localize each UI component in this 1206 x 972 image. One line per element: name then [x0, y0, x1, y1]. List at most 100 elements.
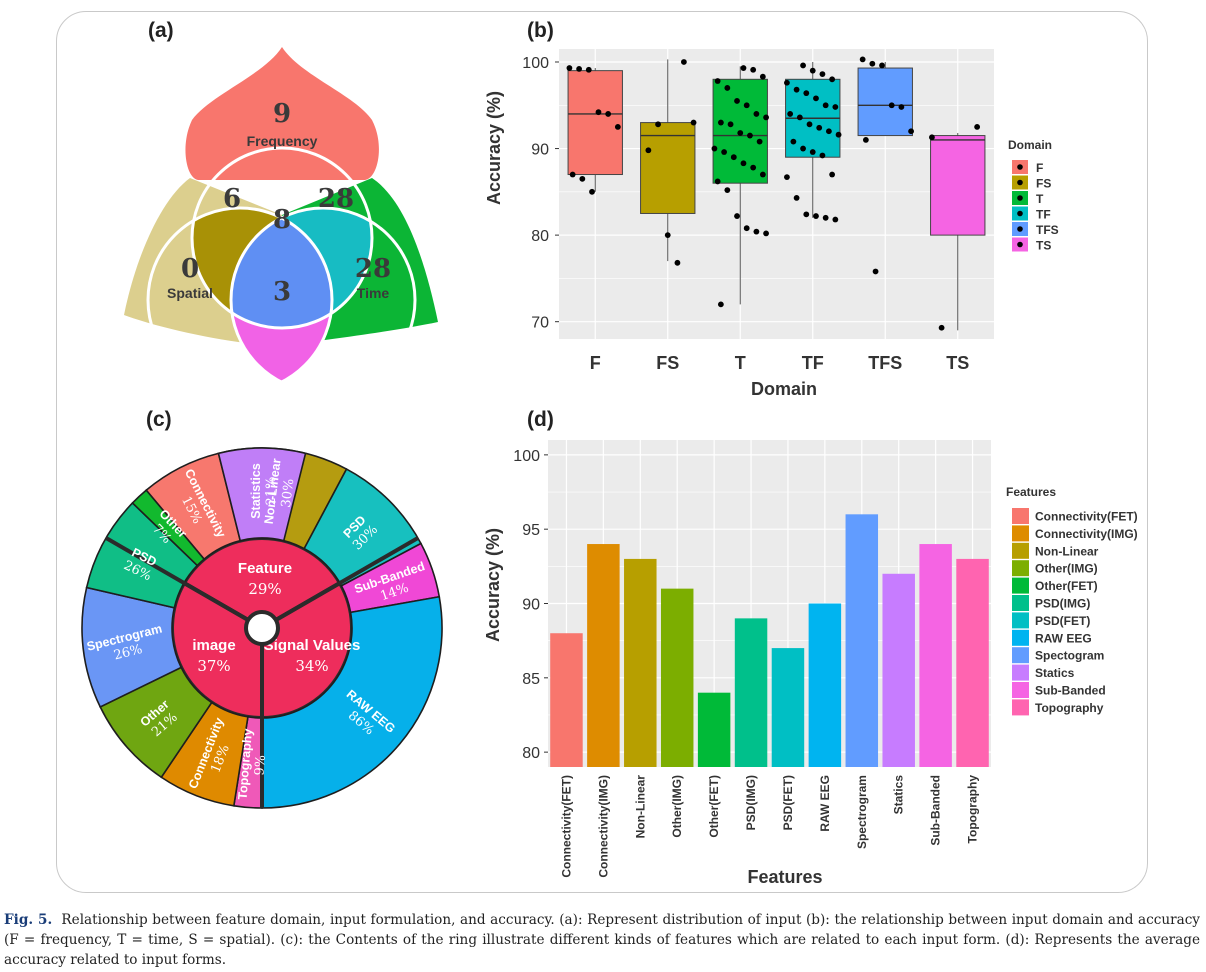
boxplot-x-tick-label: TFS: [868, 353, 902, 373]
boxplot-point: [800, 145, 806, 152]
boxplot-point: [734, 98, 740, 104]
barchart-x-tick-label: Spectrogram: [855, 775, 869, 849]
barchart-legend-label: Statics: [1035, 666, 1075, 680]
boxplot-point: [569, 171, 576, 178]
boxplot-legend-dot: [1017, 195, 1023, 201]
boxplot-x-tick-label: TF: [802, 353, 824, 373]
boxplot-point: [759, 171, 766, 178]
sunburst-outer-segment: [217, 447, 307, 542]
barchart-legend-label: Other(IMG): [1035, 562, 1098, 576]
barchart-legend-key: [1012, 664, 1029, 681]
barchart-legend-key: [1012, 595, 1029, 611]
boxplot-x-tick-label: T: [735, 353, 746, 373]
barchart-bar: [919, 544, 952, 767]
barchart-bar: [697, 692, 731, 767]
venn-freq-time-count: 28: [318, 184, 354, 214]
boxplot-legend-dot: [1017, 210, 1023, 217]
barchart-legend-key: [1012, 647, 1029, 664]
barchart-legend-label: PSD(FET): [1035, 614, 1090, 628]
barchart-y-tick-label: 95: [522, 522, 540, 539]
boxplot-point: [605, 111, 612, 117]
barchart-bar: [808, 603, 842, 767]
boxplot-legend-label: FS: [1036, 177, 1051, 191]
boxplot-legend-label: TS: [1036, 239, 1051, 253]
barchart-x-tick-label: Topography: [966, 775, 980, 844]
caption-label: Fig. 5.: [4, 912, 53, 928]
boxplot-point: [740, 160, 747, 167]
boxplot-box: [930, 132, 986, 331]
boxplot-point: [803, 211, 810, 218]
barchart-bar: [624, 558, 657, 767]
boxplot-point: [614, 124, 621, 130]
boxplot-point: [680, 59, 687, 65]
barchart-x-axis-title: Features: [747, 867, 822, 887]
boxplot-box: [640, 59, 696, 262]
boxplot-point: [664, 232, 671, 239]
boxplot-point: [787, 111, 794, 117]
boxplot-point: [879, 62, 885, 69]
boxplot-point: [714, 78, 721, 84]
boxplot-point: [859, 56, 866, 63]
boxplot-point: [813, 95, 819, 102]
barchart-legend-key: [1012, 577, 1029, 594]
panel-c-letter: (c): [146, 408, 172, 431]
boxplot-point: [753, 111, 760, 117]
barchart-legend-label: Other(FET): [1035, 579, 1098, 593]
boxplot-point: [589, 188, 595, 195]
boxplot-legend-dot: [1017, 241, 1023, 248]
boxplot-box-body: [857, 67, 913, 137]
barchart-legend-key: [1012, 525, 1029, 542]
barchart-bar: [660, 588, 694, 767]
boxplot-point: [938, 324, 945, 331]
boxplot-point: [819, 152, 826, 159]
barchart-bar: [771, 648, 805, 767]
sunburst-inner-label: Signal Values: [264, 637, 361, 654]
boxplot-point: [806, 121, 813, 128]
sunburst-inner-pct: 34%: [295, 657, 328, 675]
boxplot-point: [727, 121, 734, 128]
boxplot-point: [566, 65, 573, 71]
boxplot-point: [862, 136, 869, 143]
boxplot-point: [750, 164, 757, 171]
sunburst-group-divider: [105, 536, 248, 621]
boxplot-point: [763, 230, 769, 237]
barchart-legend-label: Connectivity(IMG): [1035, 527, 1138, 541]
boxplot-x-tick-label: F: [590, 353, 601, 373]
boxplot-point: [784, 79, 790, 86]
boxplot-point: [724, 187, 731, 194]
sunburst-group-divider: [276, 536, 419, 621]
boxplot-y-axis-title: Accuracy (%): [484, 91, 504, 205]
barchart-x-tick-label: Non-Linear: [633, 775, 647, 839]
boxplot-point: [888, 102, 895, 109]
boxplot-legend-label: T: [1036, 192, 1044, 206]
boxplot-point: [816, 124, 823, 131]
boxplot-point: [674, 259, 681, 266]
boxplot-point: [595, 109, 602, 116]
venn-spatial-label: Spatial: [167, 285, 213, 301]
boxplot-x-tick-label: TS: [946, 353, 969, 373]
sunburst-chart: Non-Linear30%PSD30%Sub-Banded14%RAW EEG8…: [81, 447, 443, 809]
boxplot-point: [872, 268, 879, 275]
boxplot-x-tick-label: FS: [656, 353, 679, 373]
panel-b-letter: (b): [527, 19, 554, 42]
boxplot-y-tick-label: 100: [522, 55, 549, 72]
boxplot-point: [835, 131, 842, 138]
venn-frequency-count: 9: [273, 99, 291, 129]
boxplot-point: [717, 119, 724, 126]
boxplot-box: [567, 68, 623, 192]
boxplot-point: [825, 128, 832, 135]
barchart-x-tick-label: Connectivity(FET): [559, 775, 573, 878]
venn-all-three-count: 8: [273, 205, 291, 235]
boxplot-box: [857, 61, 913, 137]
boxplot-box-body: [640, 122, 696, 214]
boxplot-point: [734, 213, 740, 219]
barchart-legend-key: [1012, 542, 1029, 559]
boxplot-box-body: [567, 70, 623, 176]
boxplot-point: [832, 104, 839, 110]
panel-d-letter: (d): [527, 408, 554, 431]
boxplot-y-tick-label: 70: [531, 315, 549, 332]
venn-frequency-region: [185, 47, 379, 180]
boxplot-point: [869, 60, 876, 67]
